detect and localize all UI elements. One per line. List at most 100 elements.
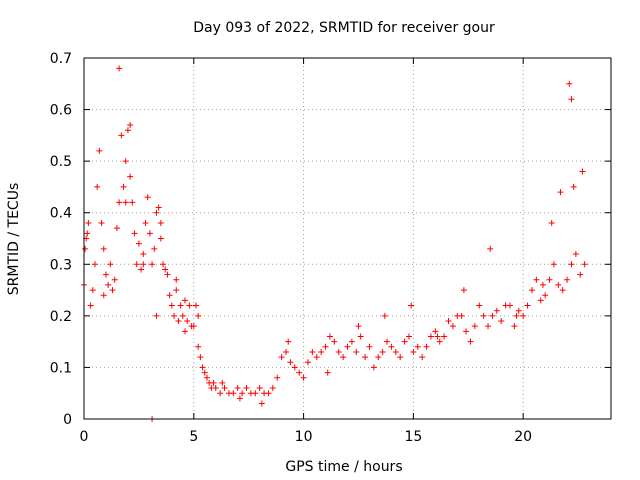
data-point (131, 230, 138, 237)
data-point (127, 122, 134, 129)
data-point (445, 318, 452, 325)
data-point (555, 281, 562, 288)
y-tick-label: 0.2 (50, 309, 72, 325)
data-point (537, 297, 544, 304)
data-point (118, 132, 125, 139)
data-point (513, 312, 520, 319)
data-point (149, 261, 156, 268)
data-point (539, 281, 546, 288)
x-tick-label: 10 (295, 429, 313, 445)
data-point (515, 307, 522, 314)
data-point (239, 390, 246, 397)
data-point (140, 261, 147, 268)
data-point (436, 338, 443, 345)
data-point (210, 379, 217, 386)
data-point (157, 220, 164, 227)
data-point (157, 235, 164, 242)
data-point (160, 261, 167, 268)
data-point (127, 173, 134, 180)
data-point (135, 240, 142, 247)
data-point (153, 312, 160, 319)
x-tick-label: 0 (80, 429, 89, 445)
data-point (441, 333, 448, 340)
x-tick-label: 15 (404, 429, 422, 445)
data-point (384, 338, 391, 345)
data-point (252, 390, 259, 397)
x-tick-label: 5 (189, 429, 198, 445)
data-point (489, 312, 496, 319)
data-point (182, 297, 189, 304)
data-point (460, 287, 467, 294)
data-point (243, 385, 250, 392)
data-point (318, 348, 325, 355)
data-point (379, 348, 386, 355)
data-point (533, 276, 540, 283)
data-point (340, 354, 347, 361)
data-point (192, 302, 199, 309)
data-point (405, 333, 412, 340)
data-point (520, 312, 527, 319)
data-point (557, 189, 564, 196)
data-point (362, 354, 369, 361)
data-point (91, 261, 98, 268)
data-point (122, 199, 129, 206)
data-point (506, 302, 513, 309)
data-point (559, 287, 566, 294)
data-point (171, 312, 178, 319)
y-tick-label: 0.1 (50, 360, 72, 376)
data-point (427, 333, 434, 340)
data-point (335, 348, 342, 355)
data-point (140, 250, 147, 257)
data-point (397, 354, 404, 361)
data-point (256, 385, 263, 392)
data-point (230, 390, 237, 397)
data-point (577, 271, 584, 278)
data-point (388, 343, 395, 350)
data-point (313, 354, 320, 361)
data-point (278, 354, 285, 361)
data-point (564, 276, 571, 283)
data-point (116, 65, 123, 72)
data-point (203, 374, 210, 381)
data-point (219, 379, 226, 386)
data-point (133, 261, 140, 268)
data-point (234, 385, 241, 392)
data-point (353, 348, 360, 355)
data-point (265, 390, 272, 397)
data-point (449, 323, 456, 330)
data-point (195, 312, 202, 319)
data-point (322, 343, 329, 350)
data-point (498, 318, 505, 325)
data-point (129, 199, 136, 206)
data-point (493, 307, 500, 314)
data-point (212, 385, 219, 392)
data-point (432, 328, 439, 335)
data-point (408, 302, 415, 309)
data-point (579, 168, 586, 175)
data-point (182, 328, 189, 335)
data-point (124, 127, 131, 134)
data-point (151, 245, 158, 252)
data-point (331, 338, 338, 345)
data-point (581, 261, 588, 268)
data-point (414, 343, 421, 350)
y-tick-label: 0.5 (50, 154, 72, 170)
data-point (568, 96, 575, 103)
data-point (524, 302, 531, 309)
data-point (177, 302, 184, 309)
data-point (168, 302, 175, 309)
data-point (258, 400, 265, 407)
data-point (471, 323, 478, 330)
data-point (138, 266, 145, 273)
data-point (463, 328, 470, 335)
data-point (98, 220, 105, 227)
data-point (381, 312, 388, 319)
data-point (324, 369, 331, 376)
data-point (485, 323, 492, 330)
data-point (269, 385, 276, 392)
data-point (164, 271, 171, 278)
data-point (105, 281, 112, 288)
data-point (300, 374, 307, 381)
data-point (370, 364, 377, 371)
